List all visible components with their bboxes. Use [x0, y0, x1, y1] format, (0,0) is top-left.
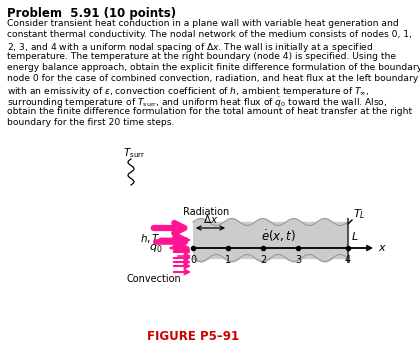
Bar [193, 222, 348, 258]
Text: FIGURE P5–91: FIGURE P5–91 [147, 329, 239, 343]
Text: $T_L$: $T_L$ [353, 207, 366, 221]
Text: 2, 3, and 4 with a uniform nodal spacing of $\Delta x$. The wall is initially at: 2, 3, and 4 with a uniform nodal spacing… [7, 41, 373, 54]
Text: $x$: $x$ [378, 243, 387, 253]
Text: Radiation: Radiation [183, 207, 229, 217]
Text: Problem  5.91 (10 points): Problem 5.91 (10 points) [7, 7, 176, 20]
Text: temperature. The temperature at the right boundary (node 4) is specified. Using : temperature. The temperature at the righ… [7, 52, 396, 61]
Text: Convection: Convection [126, 274, 181, 284]
Text: 2: 2 [260, 255, 266, 265]
Text: $h, T_{\infty}$: $h, T_{\infty}$ [139, 233, 165, 245]
Text: 1: 1 [225, 255, 231, 265]
Text: energy balance approach, obtain the explicit finite difference formulation of th: energy balance approach, obtain the expl… [7, 63, 420, 72]
Text: obtain the finite difference formulation for the total amount of heat transfer a: obtain the finite difference formulation… [7, 107, 412, 116]
Text: $\dot{e}(x, t)$: $\dot{e}(x, t)$ [261, 228, 296, 244]
Text: constant thermal conductivity. The nodal network of the medium consists of nodes: constant thermal conductivity. The nodal… [7, 30, 412, 39]
Text: node 0 for the case of combined convection, radiation, and heat flux at the left: node 0 for the case of combined convecti… [7, 74, 418, 83]
Text: surrounding temperature of $T_\mathrm{surr}$, and uniform heat flux of $\dot{q}_: surrounding temperature of $T_\mathrm{su… [7, 96, 388, 110]
Text: 4: 4 [345, 255, 351, 265]
Text: boundary for the first 20 time steps.: boundary for the first 20 time steps. [7, 118, 174, 127]
Text: $L$: $L$ [351, 230, 359, 242]
Text: with an emissivity of $\varepsilon$, convection coefficient of $h$, ambient temp: with an emissivity of $\varepsilon$, con… [7, 85, 370, 98]
Text: Consider transient heat conduction in a plane wall with variable heat generation: Consider transient heat conduction in a … [7, 19, 399, 28]
Text: $\dot{q}_0$: $\dot{q}_0$ [150, 239, 163, 255]
Text: $T_\mathrm{surr}$: $T_\mathrm{surr}$ [123, 146, 146, 160]
Text: 0: 0 [190, 255, 196, 265]
Text: $\Delta x$: $\Delta x$ [203, 213, 218, 225]
Text: 3: 3 [295, 255, 301, 265]
